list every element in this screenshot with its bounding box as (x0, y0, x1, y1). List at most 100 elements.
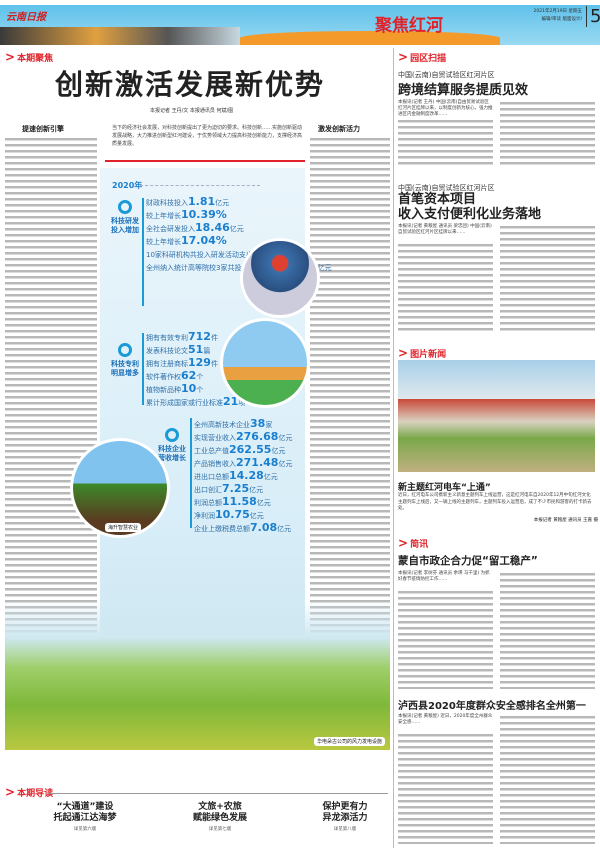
stat-value: 271.48 (236, 456, 279, 469)
article-kicker: 中国(云南)自贸试验区红河片区 (398, 184, 495, 192)
guide-item[interactable]: 文旅+农旅 赋能绿色发展 详见第七版 (175, 802, 265, 832)
stat-label: 软件著作权 (146, 373, 181, 381)
stat-value: 7.25 (222, 482, 250, 495)
photo-news-title: 新主题红河电车“上通” (398, 483, 491, 493)
stat-item: 植物新品种10个 (146, 383, 245, 396)
group-label: 科技研发投入增加 (111, 217, 139, 234)
guide-rule (48, 793, 388, 794)
stat-value: 7.08 (250, 521, 278, 534)
group-label: 科技企业营收增长 (158, 445, 186, 462)
guide-item[interactable]: 保护更有力 异龙添活力 详见第八版 (300, 802, 390, 832)
stat-unit: 项 (238, 399, 246, 407)
article-kicker: 中国(云南)自贸试验区红河片区 (398, 71, 495, 79)
brief-headline: 蒙自市政企合力促“留工稳产” (398, 555, 538, 567)
byline: 本报记者 王丹/文 本报通讯员 何斌/图 (150, 108, 234, 114)
stat-value: 1.81 (188, 195, 216, 208)
stat-item: 产品销售收入271.48亿元 (194, 457, 292, 470)
stat-label: 利润总额 (194, 499, 222, 507)
stat-item: 净利润10.75亿元 (194, 509, 292, 522)
stat-value: 18.46 (195, 221, 230, 234)
stat-value: 276.68 (236, 430, 279, 443)
photo-byline: 本报记者 黄粮屋 通讯员 王嘉 摄 (533, 518, 598, 523)
stat-value: 712 (188, 330, 211, 343)
stat-label: 全社会研发投入 (146, 225, 195, 233)
stat-item: 较上年增长10.39% (146, 209, 332, 222)
location-pin-icon (165, 428, 179, 442)
stat-unit: 个 (196, 373, 204, 381)
stat-label: 较上年增长 (146, 238, 181, 246)
article-text (398, 732, 493, 844)
column-divider (393, 48, 394, 848)
stat-unit: 亿元 (271, 447, 286, 455)
page-number: 5 (586, 6, 600, 27)
stat-value: 10 (181, 382, 197, 395)
stat-unit: 件 (210, 360, 218, 368)
stat-label: 企业上缴税费总额 (194, 525, 250, 533)
stat-label: 拥有注册商标 (146, 360, 188, 368)
masthead: 云南日报 聚焦红河 (0, 5, 600, 45)
stat-unit: 亿元 (249, 512, 264, 520)
photo-news-text: 近日，红河电车公司携新主义新意主题列车上线运营，这是红河电车自2020年12月中… (398, 493, 592, 511)
year-rule (140, 185, 260, 186)
section-label-park: > 园区扫描 (398, 50, 447, 64)
article-column-1 (5, 136, 97, 636)
article-text (398, 118, 493, 166)
stat-label: 财政科技投入 (146, 199, 188, 207)
stat-unit: 亿元 (256, 499, 271, 507)
guide-title: 文旅+农旅 (198, 802, 242, 812)
stat-item: 软件著作权62个 (146, 370, 245, 383)
stat-unit: 亿元 (229, 225, 244, 233)
stat-label: 累计形成国家或行业标准 (146, 399, 223, 407)
article-lead: 本报讯(记者 王丹) 中国(云南)自由贸易试验区红河片区挂牌以来，以制度创新为核… (398, 100, 493, 117)
guide-ref: 详见第六版 (73, 827, 97, 832)
section-label-focus: > 本期聚焦 (5, 50, 54, 64)
stat-item: 工业总产值262.55亿元 (194, 444, 292, 457)
stat-unit: 亿元 (249, 486, 264, 494)
photo-lab-worker (240, 238, 320, 318)
guide-item[interactable]: “大通道”建设 托起通江达海梦 详见第六版 (40, 802, 130, 832)
group-patent-items: 拥有有效专利712件 发表科技论文51篇 拥有注册商标129件 软件著作权62个 植物新… (146, 331, 245, 409)
stat-label: 净利润 (194, 512, 215, 520)
group-bar (142, 198, 144, 306)
stat-unit: 篇 (203, 347, 211, 355)
brief-lead: 本报讯(记者 黄粮屋) 近日，2020年度全州群众安全感…… (398, 714, 493, 725)
stat-item: 全社会研发投入18.46亿元 (146, 222, 332, 235)
stat-label: 产品销售收入 (194, 460, 236, 468)
stat-value: 129 (188, 356, 211, 369)
article-lead: 本报讯(记者 黄粮屋 通讯员 梁忠团) 中国(云南)自贸试验区红河片区挂牌以来…… (398, 224, 492, 235)
group-bar (142, 333, 144, 405)
section-title: 聚焦红河 (375, 16, 443, 36)
guide-title: 保护更有力 (322, 802, 368, 812)
stat-unit: 亿元 (215, 199, 230, 207)
section-label-photo-news: > 图片新闻 (398, 346, 447, 360)
stat-item: 出口创汇7.25亿元 (194, 483, 292, 496)
article-text (398, 242, 493, 332)
section-label-guide: > 本期导读 (5, 785, 54, 799)
infographic-year: 2020年 (112, 181, 143, 190)
guide-title: 托起通江达海梦 (53, 813, 117, 823)
stat-value: 10.75 (215, 508, 250, 521)
main-headline: 创新激活发展新优势 (55, 68, 326, 101)
stat-value: 14.28 (229, 469, 264, 482)
masthead-info: 2021年2月19日 星期五 编辑/审读 版面设计/ (520, 8, 582, 24)
farm-photo-caption: 海升智慧农业 (105, 523, 142, 532)
masthead-landscape (0, 27, 240, 45)
group-enterprise: 科技企业营收增长 (155, 428, 189, 463)
stat-item: 进出口总额14.28亿元 (194, 470, 292, 483)
headline-line: 收入支付便利化业务落地 (398, 207, 542, 222)
stat-unit: 亿元 (317, 264, 332, 272)
section-label-text: 本期导读 (17, 789, 54, 799)
section-label-text: 本期聚焦 (17, 54, 54, 64)
stat-unit: 个 (196, 386, 204, 394)
stat-unit: 亿元 (278, 460, 293, 468)
stat-unit: 亿元 (277, 525, 292, 533)
stat-label: 10家科研机构共投入研发活动支出 (146, 251, 253, 259)
stat-unit: 亿元 (263, 473, 278, 481)
stat-value: 262.55 (229, 443, 272, 456)
location-pin-icon (118, 200, 132, 214)
stat-label: 全州纳入统计高等院校3家共投入研发投入经费 (146, 264, 291, 272)
stat-label: 植物新品种 (146, 386, 181, 394)
stat-unit: 家 (265, 421, 273, 429)
brief-lead: 本报讯(记者 李树芬 通讯员 余瑛 马千里) 为抓好春节疫情防控工作…… (398, 571, 490, 582)
stat-label: 出口创汇 (194, 486, 222, 494)
